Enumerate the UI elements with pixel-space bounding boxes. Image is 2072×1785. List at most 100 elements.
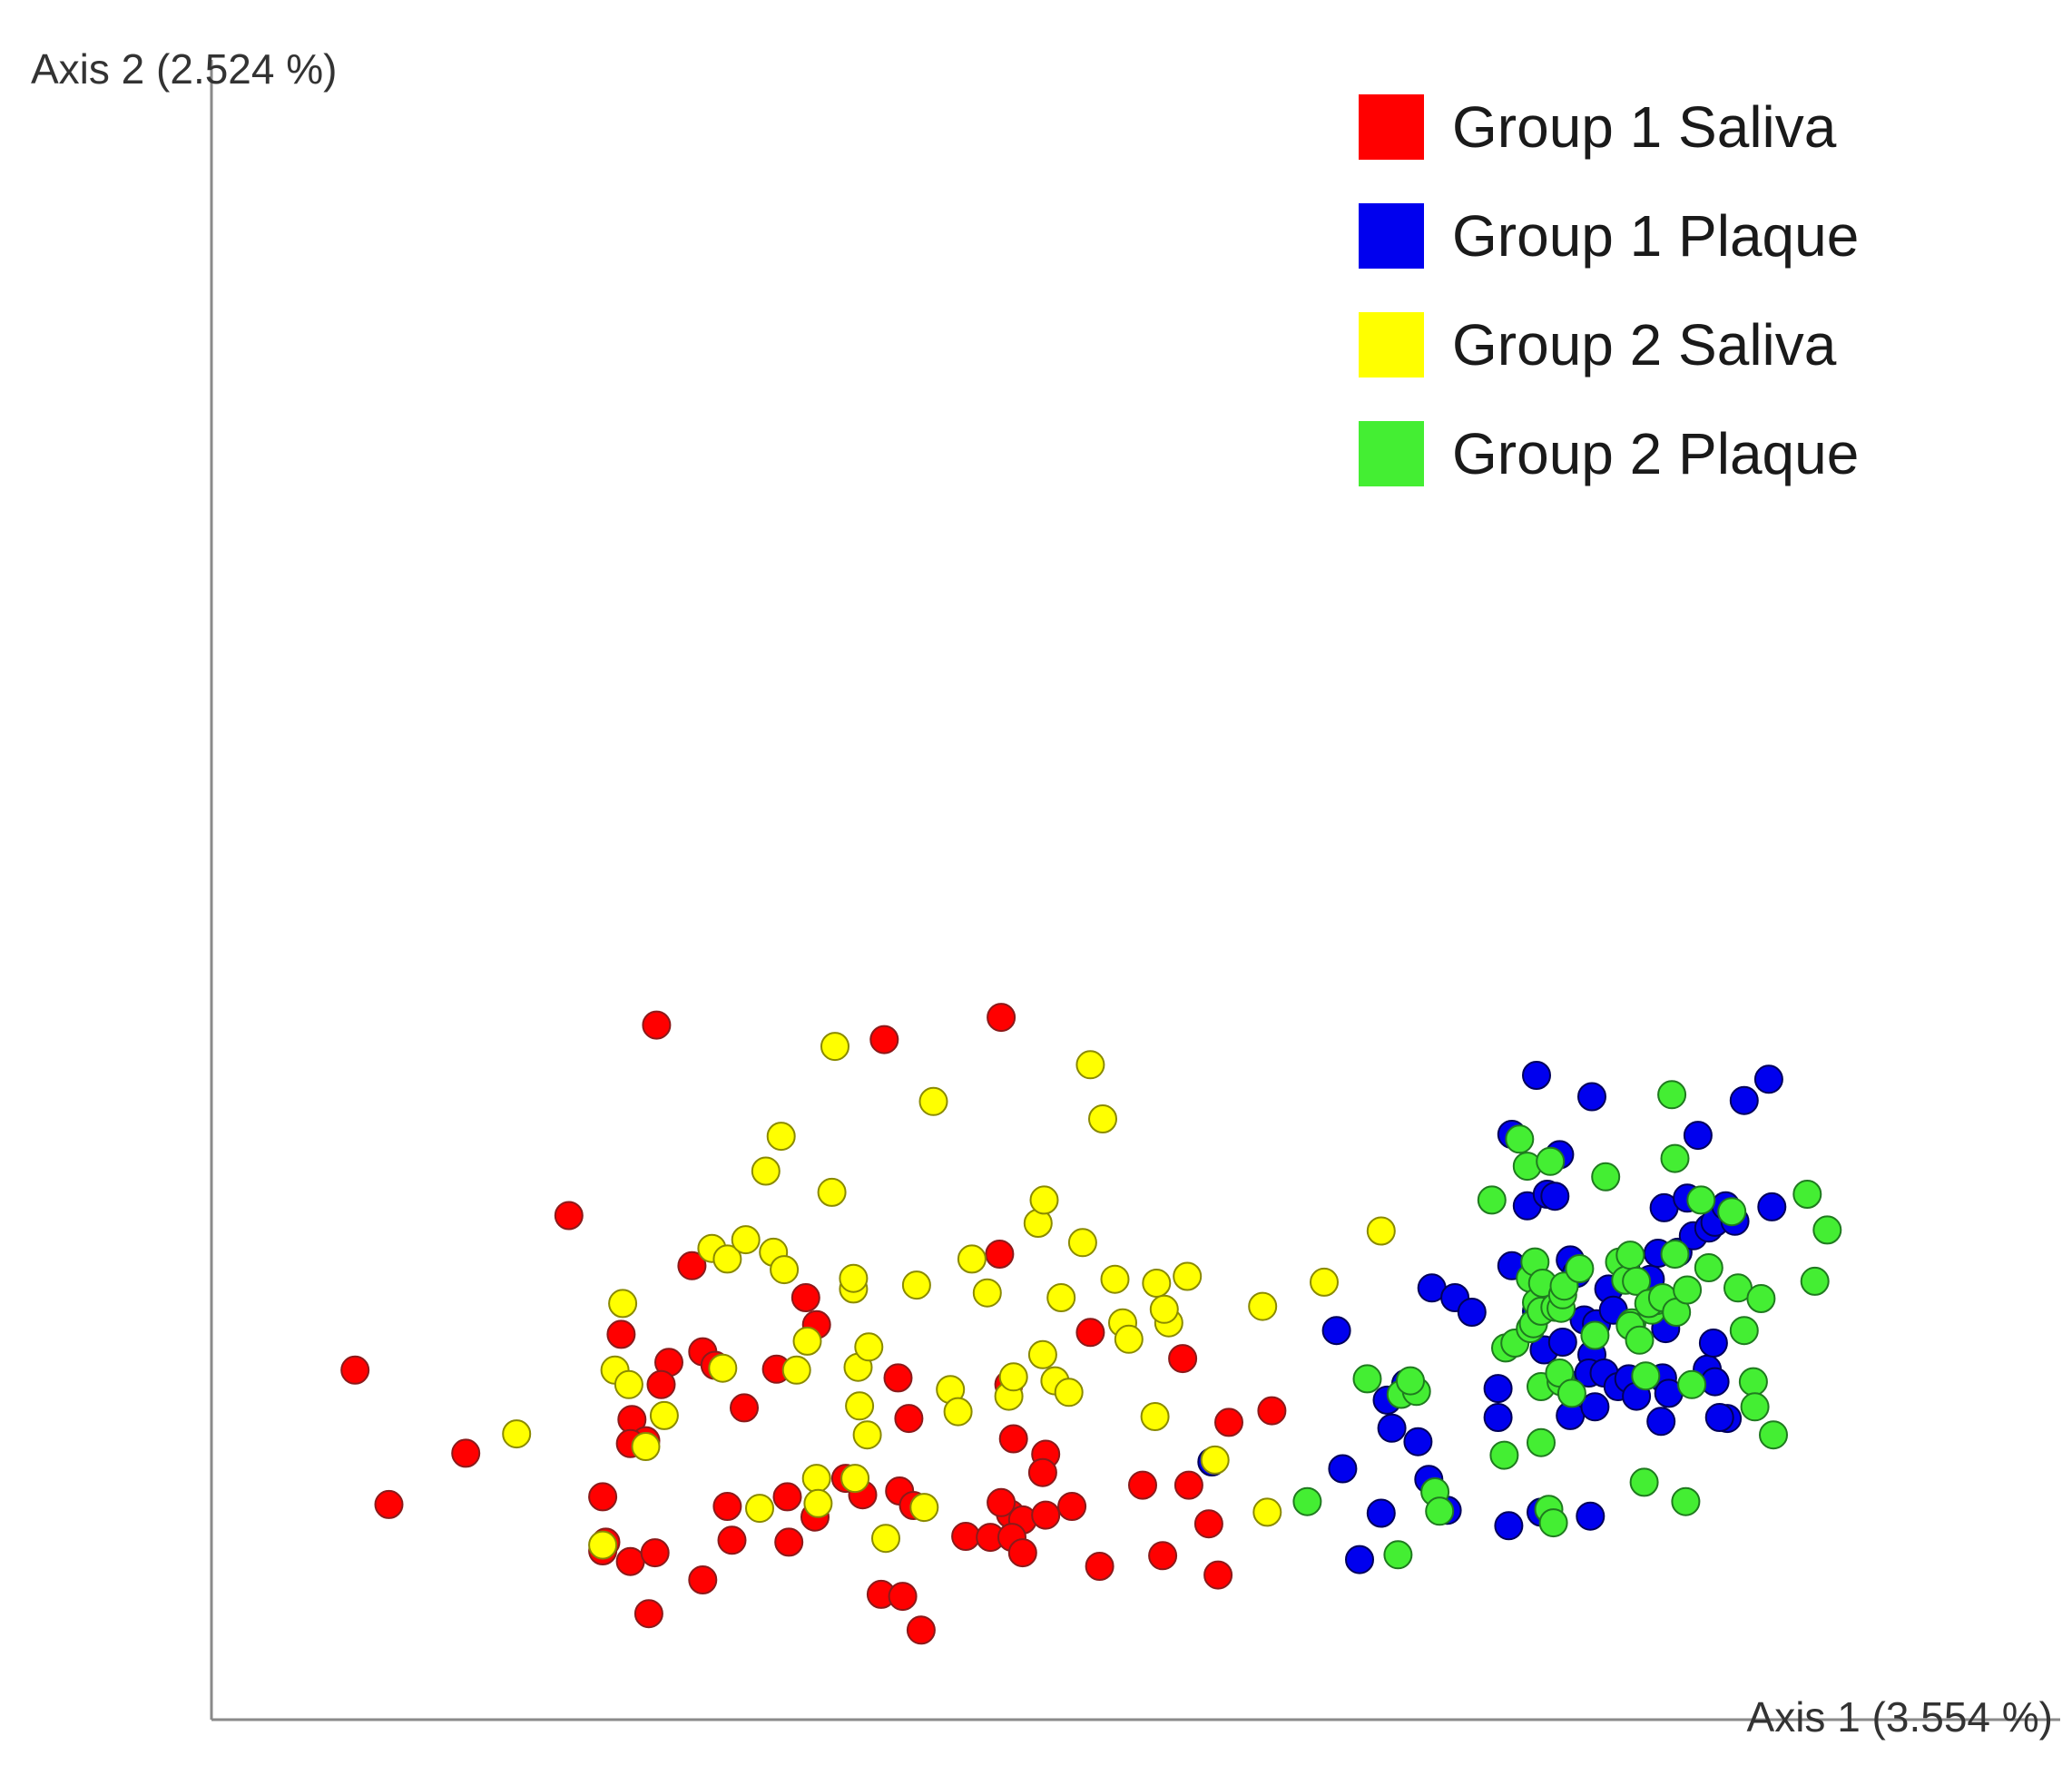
group-2-saliva-point-24 — [839, 1263, 869, 1293]
group-2-saliva-point-27 — [845, 1391, 875, 1421]
group-2-saliva-point-12 — [745, 1494, 774, 1524]
group-2-plaque-point-63 — [1746, 1284, 1776, 1313]
group-1-saliva-point-57 — [1085, 1552, 1115, 1581]
group-1-plaque-point-16 — [1483, 1403, 1513, 1432]
group-1-saliva-point-3 — [451, 1438, 481, 1468]
group-2-plaque-point-35 — [1580, 1320, 1610, 1350]
group-1-plaque-point-3 — [1328, 1454, 1358, 1484]
group-1-saliva-point-35 — [883, 1363, 913, 1393]
group-1-saliva-point-1 — [340, 1355, 370, 1385]
group-2-plaque-point-44 — [1631, 1361, 1661, 1391]
group-1-plaque-point-15 — [1483, 1374, 1513, 1404]
group-2-plaque-point-1 — [1292, 1486, 1322, 1516]
group-2-plaque-point-59 — [1717, 1197, 1747, 1227]
group-1-saliva-point-13 — [642, 1010, 672, 1040]
group-1-saliva-point-6 — [588, 1482, 618, 1512]
group-2-saliva-point-51 — [1114, 1324, 1144, 1354]
group-2-plaque-point-53 — [1660, 1240, 1690, 1269]
group-1-plaque-point-61 — [1698, 1329, 1728, 1358]
group-1-saliva-point-23 — [730, 1393, 759, 1423]
group-2-plaque-point-58 — [1694, 1253, 1723, 1282]
group-1-plaque-point-34 — [1577, 1082, 1606, 1112]
group-2-saliva-point-19 — [801, 1464, 831, 1494]
group-1-plaque-point-17 — [1494, 1511, 1524, 1541]
group-1-saliva-point-15 — [646, 1369, 676, 1399]
group-2-plaque-point-61 — [1729, 1316, 1759, 1346]
group-2-plaque-point-8 — [1425, 1496, 1455, 1526]
group-2-saliva-point-29 — [854, 1332, 884, 1362]
group-1-plaque-point-27 — [1547, 1328, 1577, 1357]
group-2-plaque-point-23 — [1536, 1146, 1566, 1176]
group-1-saliva-point-62 — [1193, 1509, 1223, 1539]
group-2-saliva-point-42 — [1046, 1283, 1076, 1312]
group-2-saliva-point-57 — [1200, 1445, 1230, 1475]
group-1-plaque-point-69 — [1753, 1064, 1783, 1094]
group-2-plaque-point-33 — [1556, 1378, 1586, 1408]
group-1-saliva-point-29 — [791, 1283, 820, 1312]
group-1-saliva-point-55 — [1057, 1492, 1087, 1521]
group-2-saliva-point-47 — [1067, 1228, 1097, 1258]
group-2-saliva-point-48 — [1088, 1104, 1117, 1133]
group-1-saliva-point-9 — [615, 1546, 645, 1576]
group-2-saliva-point-18 — [792, 1326, 822, 1356]
legend-swatch-group-2-plaque — [1359, 421, 1424, 486]
group-2-plaque-point-65 — [1759, 1420, 1788, 1450]
group-2-plaque-point-57 — [1686, 1185, 1716, 1215]
group-2-plaque-point-56 — [1671, 1486, 1701, 1516]
group-2-saliva-point-39 — [998, 1362, 1028, 1392]
group-1-saliva-point-5 — [606, 1319, 636, 1349]
group-2-plaque-point-43 — [1622, 1266, 1652, 1296]
group-2-plaque-point-64 — [1740, 1392, 1770, 1422]
group-1-saliva-point-44 — [985, 1240, 1015, 1269]
legend: Group 1 Saliva Group 1 Plaque Group 2 Sali… — [1359, 94, 1859, 486]
group-1-saliva-point-65 — [1257, 1396, 1287, 1426]
group-2-saliva-point-52 — [1142, 1269, 1172, 1298]
group-1-saliva-point-38 — [888, 1582, 918, 1612]
group-2-plaque-point-62 — [1738, 1367, 1768, 1397]
group-1-saliva-point-12 — [633, 1599, 663, 1629]
group-1-plaque-point-2 — [1321, 1316, 1351, 1346]
data-points — [340, 1003, 1842, 1645]
legend-swatch-group-1-saliva — [1359, 94, 1424, 160]
group-2-saliva-point-41 — [1029, 1185, 1059, 1215]
group-2-saliva-point-61 — [1366, 1216, 1396, 1246]
group-1-saliva-point-64 — [1214, 1407, 1243, 1437]
group-1-saliva-point-63 — [1203, 1560, 1233, 1590]
group-2-saliva-point-58 — [1248, 1291, 1278, 1321]
group-1-plaque-point-36 — [1580, 1392, 1610, 1422]
group-2-saliva-point-7 — [649, 1400, 679, 1430]
group-1-plaque-point-7 — [1377, 1413, 1407, 1443]
group-2-plaque-point-6 — [1396, 1366, 1425, 1396]
group-2-saliva-point-31 — [918, 1086, 948, 1116]
group-2-plaque-point-50 — [1660, 1143, 1690, 1173]
group-1-saliva-point-60 — [1168, 1344, 1198, 1374]
group-2-saliva-point-45 — [1054, 1378, 1084, 1407]
group-2-saliva-point-35 — [943, 1397, 973, 1427]
group-1-saliva-point-24 — [717, 1525, 747, 1555]
group-2-plaque-point-25 — [1527, 1427, 1556, 1457]
group-2-saliva-point-17 — [781, 1355, 811, 1385]
group-1-plaque-point-4 — [1345, 1545, 1374, 1574]
legend-swatch-group-1-plaque — [1359, 203, 1424, 269]
group-2-saliva-point-43 — [1027, 1339, 1057, 1369]
group-2-saliva-point-32 — [909, 1493, 939, 1523]
group-1-saliva-point-43 — [987, 1003, 1016, 1033]
group-2-plaque-point-55 — [1677, 1369, 1707, 1399]
group-1-plaque-point-67 — [1729, 1085, 1759, 1115]
group-2-plaque-point-9 — [1477, 1185, 1507, 1215]
group-1-plaque-point-65 — [1704, 1403, 1734, 1432]
group-2-plaque-point-3 — [1383, 1540, 1413, 1570]
legend-label-group-1-saliva: Group 1 Saliva — [1452, 94, 1837, 160]
group-1-plaque-point-37 — [1576, 1501, 1606, 1531]
group-2-plaque-point-26 — [1538, 1508, 1568, 1538]
group-2-saliva-point-56 — [1173, 1261, 1203, 1291]
group-2-saliva-point-16 — [770, 1255, 800, 1285]
group-2-saliva-point-9 — [708, 1353, 738, 1383]
group-2-plaque-point-68 — [1792, 1180, 1822, 1209]
group-2-saliva-point-26 — [840, 1464, 870, 1494]
group-1-saliva-point-54 — [1027, 1457, 1057, 1487]
legend-label-group-2-saliva: Group 2 Saliva — [1452, 312, 1837, 378]
group-2-saliva-point-28 — [852, 1420, 882, 1450]
y-axis-label: Axis 2 (2.524 %) — [31, 45, 337, 93]
